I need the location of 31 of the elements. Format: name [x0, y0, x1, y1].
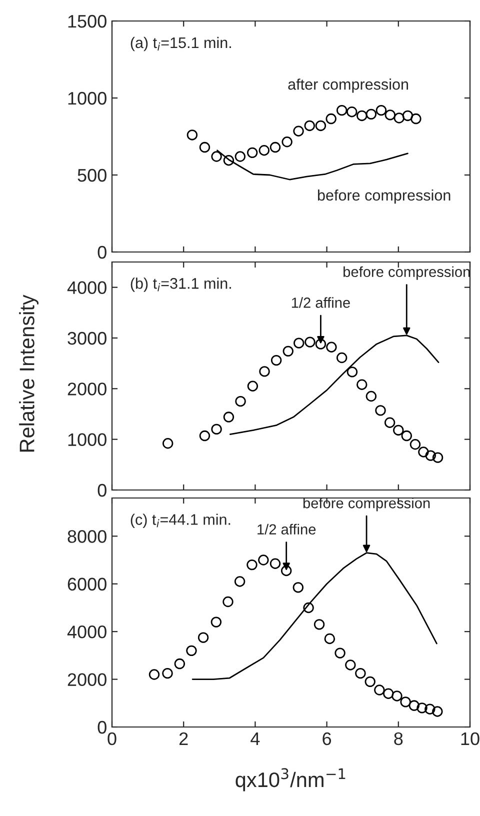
x-axis-title: qx10$^{3}$/nm$^{−1}$ — [236, 768, 346, 792]
y-tick-label: 0 — [98, 484, 106, 497]
annotation: before compression — [344, 266, 470, 280]
y-axis-title: Relative Intensity — [19, 294, 39, 452]
annotation: (c) t$_{i}$=44.1 min. — [130, 514, 230, 528]
annotation: (b) t$_{i}$=31.1 min. — [130, 278, 231, 292]
y-tick-label: 1500 — [68, 14, 106, 28]
y-tick-label: 500 — [78, 168, 106, 182]
y-tick-label: 8000 — [68, 530, 106, 543]
y-tick-label: 4000 — [67, 281, 106, 294]
x-tick-label: 0 — [108, 732, 116, 746]
x-tick-label: 2 — [179, 732, 188, 745]
y-tick-label: 6000 — [68, 578, 106, 591]
y-tick-label: 3000 — [68, 332, 106, 345]
x-tick-label: 10 — [461, 732, 480, 746]
y-tick-label: 0 — [98, 246, 106, 259]
y-tick-label: 4000 — [67, 626, 106, 638]
annotation: before compression — [318, 189, 450, 204]
annotation: before compression — [303, 498, 430, 512]
x-tick-label: 4 — [250, 732, 260, 745]
y-tick-label: 2000 — [68, 673, 106, 686]
x-tick-label: 6 — [322, 732, 332, 746]
y-tick-label: 1000 — [68, 433, 106, 446]
annotation: 1/2 affine — [292, 297, 350, 308]
y-tick-label: 2000 — [68, 382, 106, 396]
annotation: after compression — [288, 78, 408, 93]
annotation: (a) t$_{i}$=15.1 min. — [130, 36, 231, 52]
y-tick-label: 1000 — [68, 92, 106, 105]
x-tick-label: 8 — [394, 732, 403, 746]
y-tick-label: 0 — [98, 720, 106, 734]
annotation: 1/2 affine — [258, 524, 316, 535]
